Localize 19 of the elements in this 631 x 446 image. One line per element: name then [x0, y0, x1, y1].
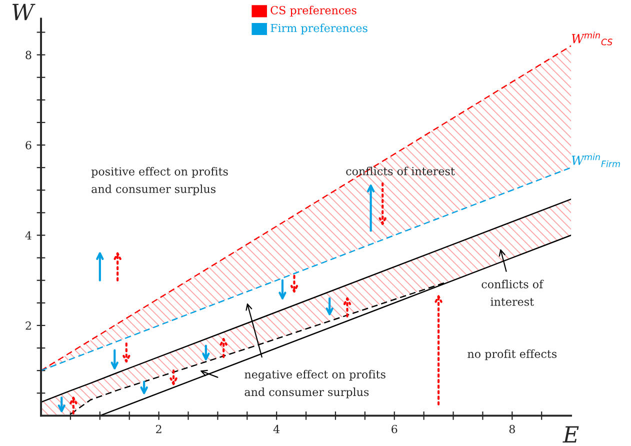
y-tick-label: 4 — [25, 231, 32, 240]
x-tick-label: 8 — [509, 424, 515, 434]
y-axis-title: W — [12, 4, 36, 20]
y-tick-label: 6 — [26, 141, 32, 150]
text: CS preferences — [270, 6, 356, 17]
x-tick-label: 2 — [156, 424, 162, 434]
annotation: conflicts of interest — [346, 166, 455, 176]
y-tick-label: 2 — [26, 321, 31, 330]
annotation: negative effect on profits and consumer surplus — [244, 370, 386, 398]
y-tick-label: 8 — [26, 50, 32, 60]
series-label: W$^{min}$$_{Firm}$ — [572, 153, 620, 167]
annotation: conflicts of interest — [482, 280, 544, 306]
annotation: no profit effects — [468, 349, 557, 360]
annotation: Firm preferences — [270, 24, 368, 34]
annotation: positive effect on profits and consumer surplus — [91, 166, 228, 196]
x-tick-label: 4 — [273, 424, 280, 434]
x-axis-title: E — [562, 426, 579, 442]
x-tick-label: 6 — [392, 424, 398, 434]
series-label: W$^{min}$$_{CS}$ — [572, 32, 612, 46]
